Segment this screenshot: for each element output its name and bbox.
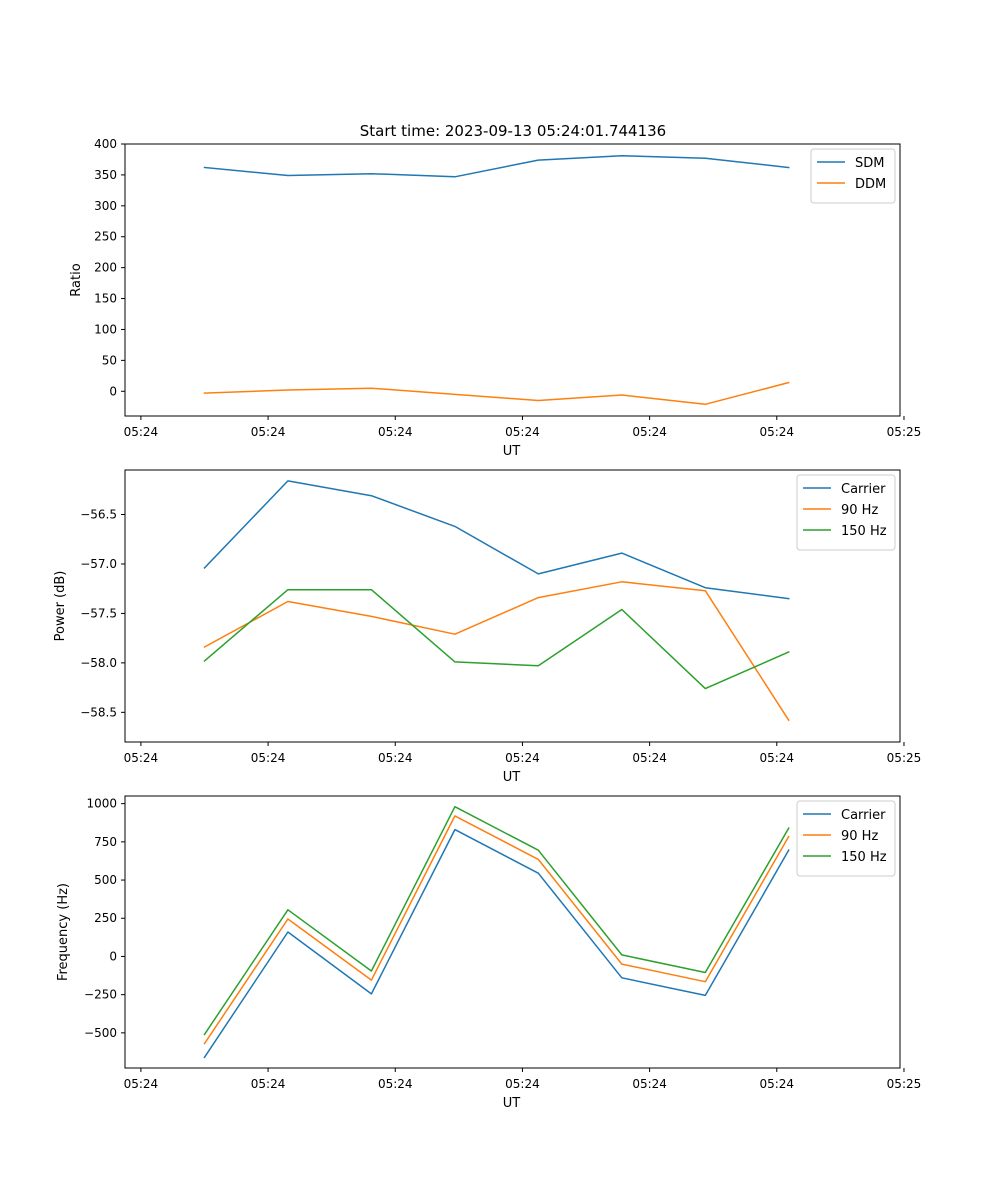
y-axis-label: Ratio bbox=[69, 263, 84, 296]
y-tick-label: 0 bbox=[109, 949, 117, 963]
x-tick-label: 05:24 bbox=[505, 1077, 540, 1091]
y-tick-label: 750 bbox=[94, 835, 117, 849]
x-tick-label: 05:24 bbox=[124, 425, 159, 439]
legend-box bbox=[796, 474, 896, 551]
x-tick-label: 05:24 bbox=[632, 1077, 667, 1091]
y-tick-label: 300 bbox=[94, 199, 117, 213]
x-axis-label: UT bbox=[503, 444, 521, 459]
y-tick-label: 400 bbox=[94, 137, 117, 151]
subplot-3: 05:24 05:24 05:24 05:24 05:24 05:24 05:25 −500 −… bbox=[56, 795, 922, 1111]
y-tick-label: 150 bbox=[94, 292, 117, 306]
y-tick-label: 200 bbox=[94, 261, 117, 275]
legend-label: Carrier bbox=[841, 808, 886, 823]
x-tick-label: 05:24 bbox=[632, 425, 667, 439]
y-tick-label: 350 bbox=[94, 168, 117, 182]
x-tick-label: 05:24 bbox=[124, 1077, 159, 1091]
x-tick-label: 05:24 bbox=[632, 751, 667, 765]
series-line-150-hz bbox=[203, 588, 790, 690]
legend: Carrier 90 Hz 150 Hz bbox=[796, 800, 896, 877]
y-axis-label: Frequency (Hz) bbox=[56, 883, 71, 981]
y-tick-label: −56.5 bbox=[80, 508, 117, 522]
x-tick-label: 05:24 bbox=[378, 1077, 413, 1091]
x-tick-label: 05:24 bbox=[759, 1077, 794, 1091]
subplot-1: 05:24 05:24 05:24 05:24 05:24 05:24 05:25 0 50 10… bbox=[69, 137, 921, 459]
x-tick-label: 05:24 bbox=[124, 751, 159, 765]
x-axis-label: UT bbox=[503, 770, 521, 785]
series-line-carrier bbox=[203, 480, 790, 600]
y-tick-label: −57.0 bbox=[80, 557, 117, 571]
y-tick-label: −250 bbox=[84, 988, 117, 1002]
series-group bbox=[203, 805, 790, 1059]
y-tick-label: 0 bbox=[109, 384, 117, 398]
legend-label: DDM bbox=[855, 177, 886, 192]
legend-label: 90 Hz bbox=[841, 503, 878, 518]
legend-label: 150 Hz bbox=[841, 850, 887, 865]
series-line-carrier bbox=[203, 828, 790, 1059]
legend-label: 150 Hz bbox=[841, 524, 887, 539]
legend: SDM DDM bbox=[810, 148, 896, 204]
legend: Carrier 90 Hz 150 Hz bbox=[796, 474, 896, 551]
axes-frame bbox=[124, 143, 901, 417]
y-tick-label: −58.0 bbox=[80, 656, 117, 670]
x-tick-label: 05:24 bbox=[505, 751, 540, 765]
x-tick-label: 05:24 bbox=[759, 751, 794, 765]
x-tick-label: 05:24 bbox=[378, 425, 413, 439]
series-line-90-hz bbox=[203, 581, 790, 722]
y-tick-label: 1000 bbox=[86, 797, 117, 811]
legend-label: Carrier bbox=[841, 482, 886, 497]
legend-label: SDM bbox=[855, 156, 884, 171]
y-tick-label: 250 bbox=[94, 230, 117, 244]
x-tick-label: 05:25 bbox=[887, 1077, 922, 1091]
series-group bbox=[203, 480, 790, 722]
y-tick-label: 250 bbox=[94, 911, 117, 925]
series-line-sdm bbox=[203, 154, 790, 178]
y-tick-label: 500 bbox=[94, 873, 117, 887]
x-tick-label: 05:24 bbox=[251, 425, 286, 439]
x-axis-label: UT bbox=[503, 1096, 521, 1111]
axes-frame bbox=[124, 795, 901, 1069]
y-tick-label: 50 bbox=[102, 353, 117, 367]
subplots: 05:24 05:24 05:24 05:24 05:24 05:24 05:25 0 50 10… bbox=[53, 137, 921, 1111]
x-tick-label: 05:24 bbox=[759, 425, 794, 439]
x-tick-label: 05:24 bbox=[505, 425, 540, 439]
legend-box bbox=[796, 800, 896, 877]
series-group bbox=[203, 154, 790, 406]
legend-label: 90 Hz bbox=[841, 829, 878, 844]
x-tick-label: 05:25 bbox=[887, 751, 922, 765]
x-tick-label: 05:24 bbox=[251, 1077, 286, 1091]
y-axis-label: Power (dB) bbox=[53, 571, 68, 642]
x-tick-label: 05:24 bbox=[378, 751, 413, 765]
y-tick-label: −57.5 bbox=[80, 606, 117, 620]
y-tick-label: 100 bbox=[94, 322, 117, 336]
subplot-2: 05:24 05:24 05:24 05:24 05:24 05:24 05:25 −56.5… bbox=[53, 469, 922, 785]
y-tick-label: −500 bbox=[84, 1026, 117, 1040]
series-line-150-hz bbox=[203, 805, 790, 1036]
axes-frame bbox=[124, 469, 901, 743]
x-tick-label: 05:24 bbox=[251, 751, 286, 765]
x-tick-label: 05:25 bbox=[887, 425, 922, 439]
series-line-ddm bbox=[203, 381, 790, 406]
figure-title: Start time: 2023-09-13 05:24:01.744136 bbox=[360, 122, 666, 140]
y-tick-label: −58.5 bbox=[80, 705, 117, 719]
series-line-90-hz bbox=[203, 815, 790, 1045]
